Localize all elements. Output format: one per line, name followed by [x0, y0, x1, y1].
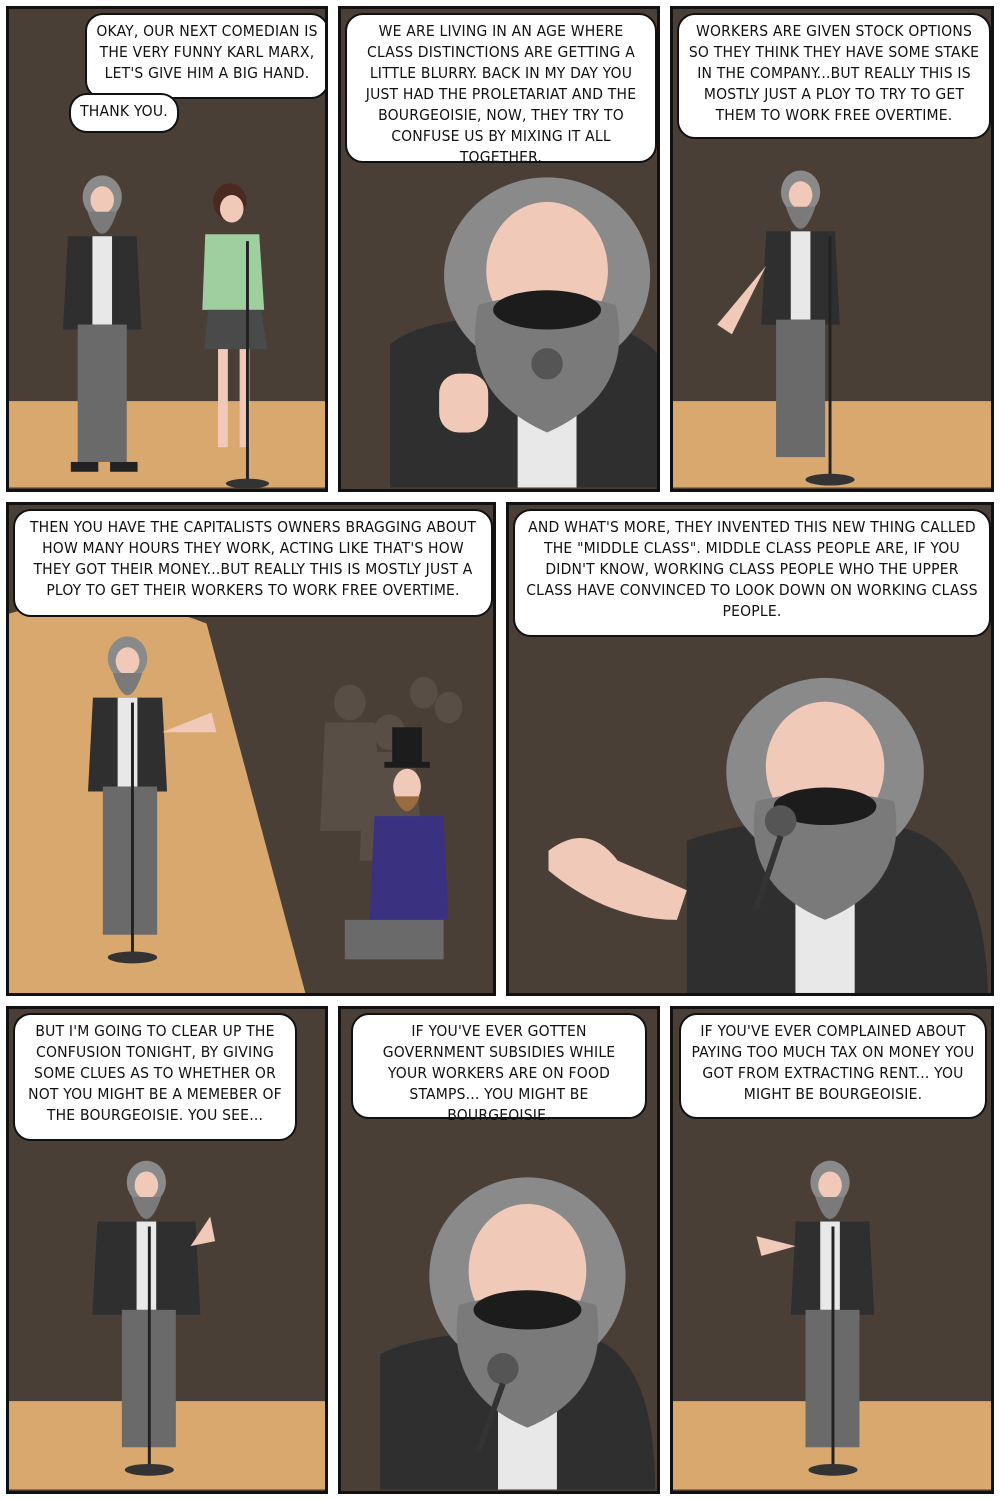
speech-bubble-marx: If you've ever gotten government subsidi… — [351, 1013, 647, 1124]
speech-bubble-marx-thanks: Thank you. — [69, 93, 179, 133]
comic-panel-8: If you've ever complained about paying t… — [670, 1006, 994, 1494]
speech-bubble-marx: We are living in an age where class dist… — [345, 13, 657, 166]
speech-bubble-marx: And what's more, they invented this new … — [513, 509, 991, 637]
speech-bubble-host: Okay, our next comedian is the very funn… — [85, 13, 325, 99]
marx-figure — [756, 1160, 875, 1476]
comic-panel-3: Workers are given stock options so they … — [670, 6, 994, 492]
marx-closeup — [548, 677, 989, 993]
speech-bubble-marx: Then you have the capitalists owners bra… — [13, 509, 493, 617]
marx-figure — [717, 170, 855, 486]
speech-bubble-marx: If you've ever complained about paying t… — [679, 1013, 987, 1119]
marx-figure — [62, 175, 142, 472]
comic-panel-5: And what's more, they invented this new … — [506, 502, 994, 996]
marx-figure — [92, 1160, 216, 1476]
marx-closeup — [390, 177, 657, 488]
marx-figure — [88, 636, 217, 964]
comic-panel-7: If you've ever gotten government subsidi… — [338, 1006, 660, 1494]
speech-bubble-marx: Workers are given stock options so they … — [677, 13, 991, 139]
comic-panel-2: We are living in an age where class dist… — [338, 6, 660, 492]
capitalist-figure — [344, 727, 449, 960]
comic-panel-4: Then you have the capitalists owners bra… — [6, 502, 496, 996]
host-figure — [202, 183, 270, 489]
marx-closeup — [380, 1177, 656, 1490]
speech-bubble-marx: But I'm going to clear up the confusion … — [13, 1013, 297, 1141]
comic-panel-1: Okay, our next comedian is the very funn… — [6, 6, 328, 492]
comic-panel-6: But I'm going to clear up the confusion … — [6, 1006, 328, 1494]
